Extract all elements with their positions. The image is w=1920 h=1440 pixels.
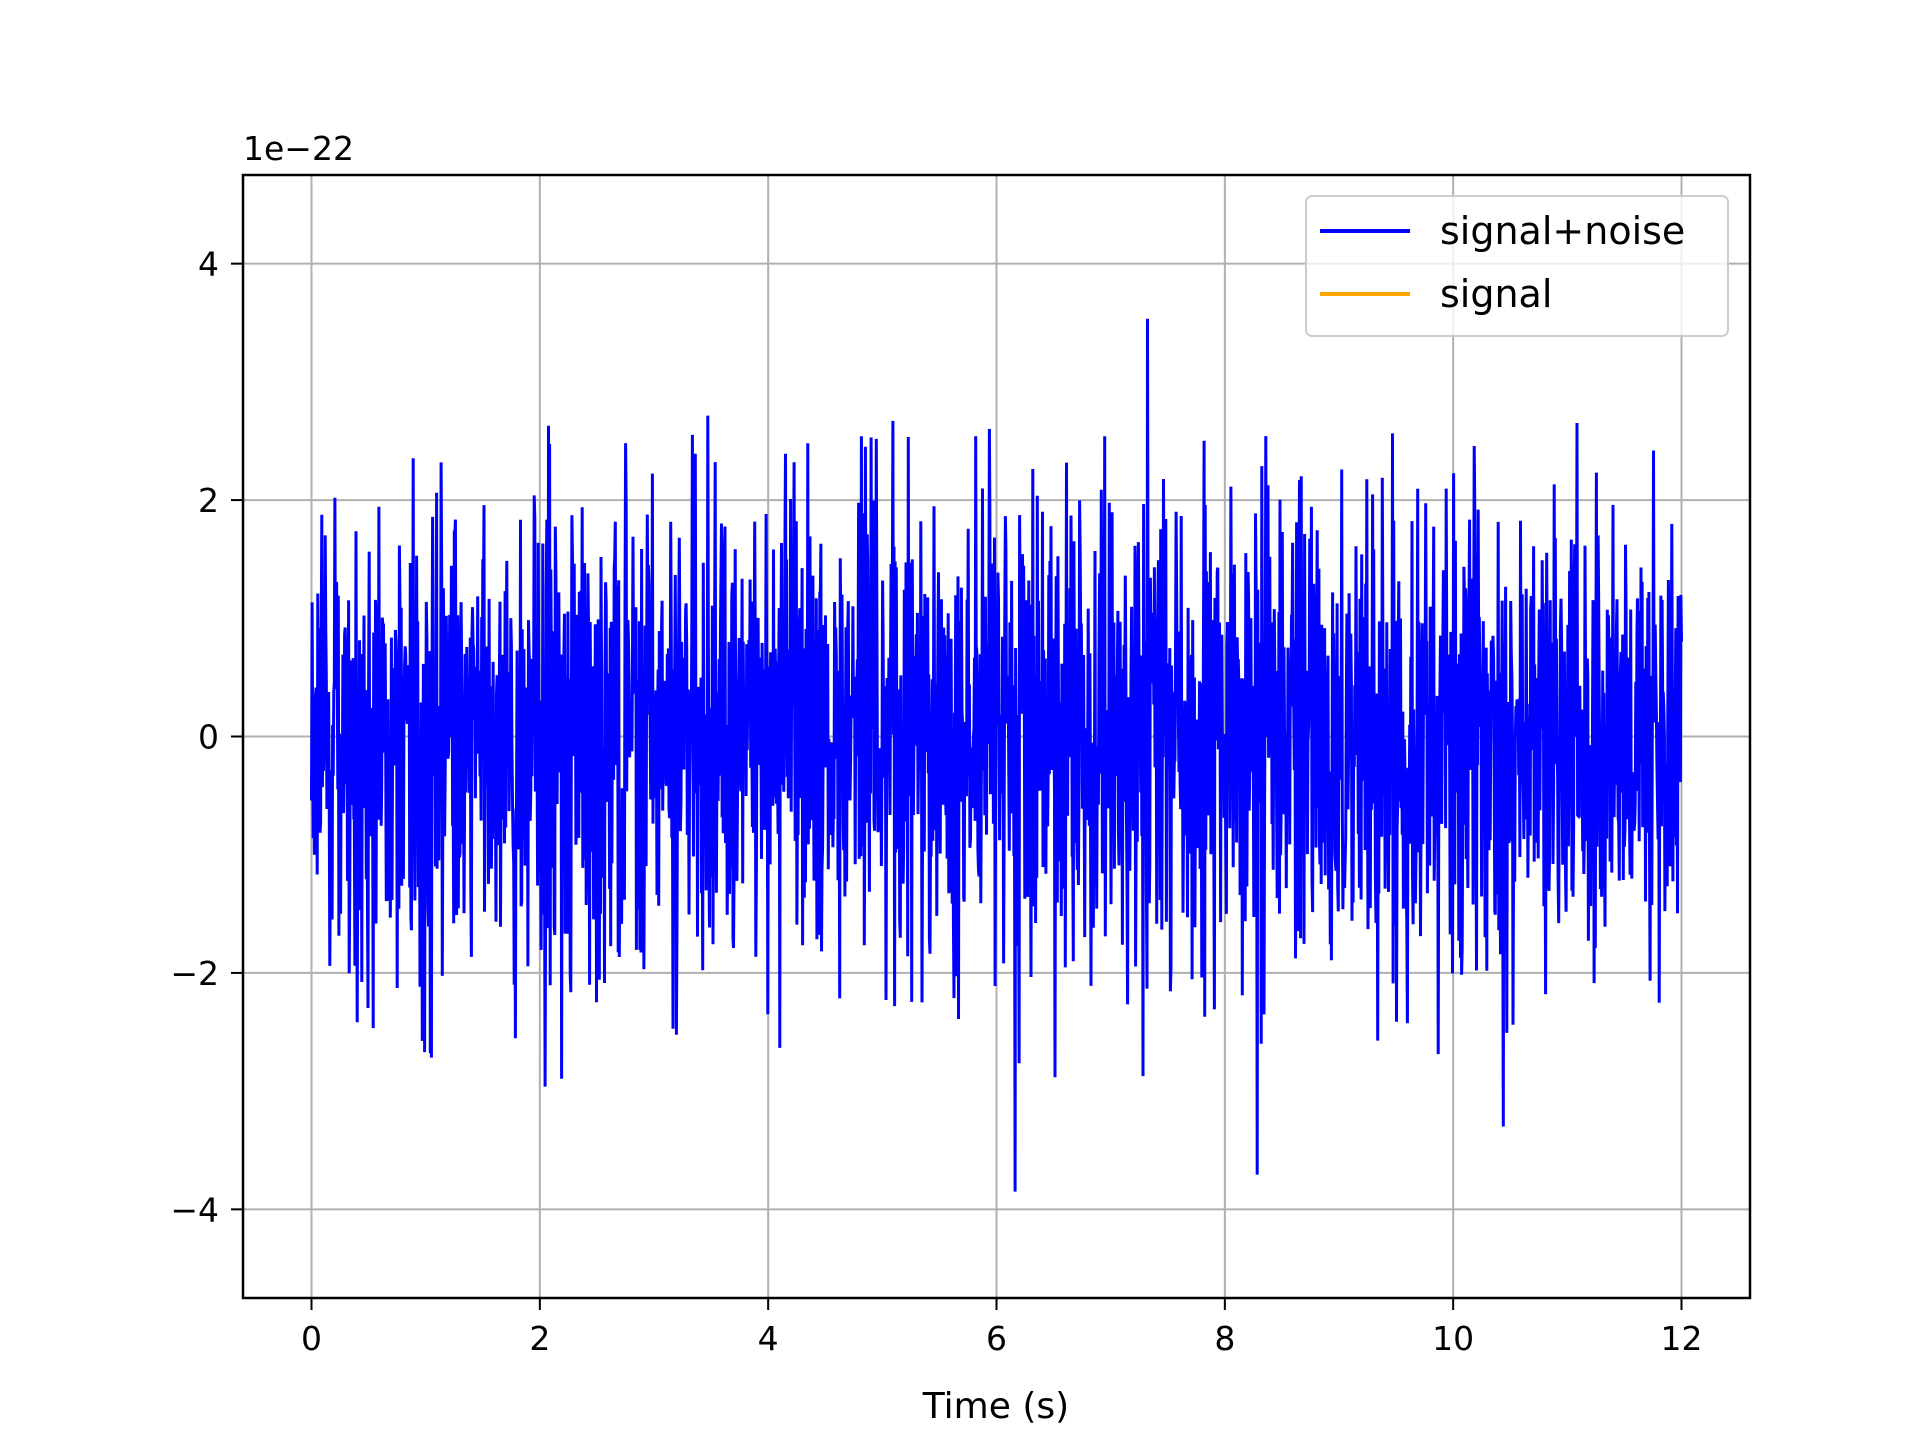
legend-box — [1305, 195, 1729, 337]
series-layer — [310, 318, 1683, 1192]
y-tick-label: 4 — [198, 245, 219, 284]
y-tick-label: −4 — [170, 1190, 219, 1229]
x-axis-ticks: 0 2 4 6 8 10 12 — [301, 1298, 1703, 1358]
y-axis-ticks: −4 −2 0 2 4 — [170, 245, 243, 1229]
x-tick-label: 10 — [1432, 1319, 1474, 1358]
x-tick-label: 2 — [529, 1319, 550, 1358]
x-tick-label: 4 — [758, 1319, 779, 1358]
x-tick-label: 12 — [1661, 1319, 1703, 1358]
series-signal-noise-line — [310, 318, 1683, 1192]
legend: signal+noise signal — [1305, 195, 1729, 337]
x-tick-label: 0 — [301, 1319, 322, 1358]
y-tick-label: 2 — [198, 481, 219, 520]
y-tick-label: 0 — [198, 718, 219, 757]
x-axis-label: Time (s) — [922, 1386, 1069, 1427]
y-offset-text: 1e−22 — [243, 129, 354, 168]
legend-label-signal-noise: signal+noise — [1440, 209, 1685, 253]
x-tick-label: 8 — [1214, 1319, 1235, 1358]
x-tick-label: 6 — [986, 1319, 1007, 1358]
y-tick-label: −2 — [170, 954, 219, 993]
legend-label-signal: signal — [1440, 272, 1552, 316]
